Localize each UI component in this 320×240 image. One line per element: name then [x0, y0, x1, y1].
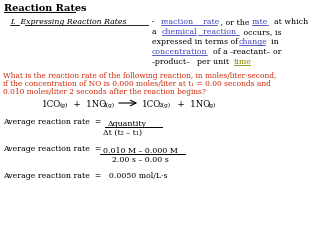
Text: if the concentration of NO is 0.000 moles/liter at t₁ = 0.00 seconds and: if the concentration of NO is 0.000 mole…: [3, 80, 271, 88]
Text: reaction: reaction: [198, 28, 236, 36]
Text: Δquantity: Δquantity: [108, 120, 147, 128]
Text: reaction: reaction: [161, 18, 194, 26]
Text: or: or: [268, 48, 282, 56]
Text: +  1NO: + 1NO: [172, 100, 210, 109]
Text: –reactant–: –reactant–: [230, 48, 271, 56]
Text: rate: rate: [198, 18, 220, 26]
Text: of a: of a: [208, 48, 230, 56]
Text: +  1NO: + 1NO: [68, 100, 106, 109]
Text: time: time: [234, 58, 252, 66]
Text: , or the: , or the: [218, 18, 250, 26]
Text: 0.010 M – 0.000 M: 0.010 M – 0.000 M: [103, 147, 178, 155]
Text: occurs, is: occurs, is: [241, 28, 282, 36]
Text: (g): (g): [207, 103, 215, 108]
Text: Reaction Rates: Reaction Rates: [4, 4, 87, 13]
Text: Average reaction rate  =: Average reaction rate =: [3, 145, 101, 153]
Text: chemical: chemical: [162, 28, 198, 36]
Text: change: change: [239, 38, 268, 46]
Text: –product–: –product–: [152, 58, 191, 66]
Text: 2.00 s – 0.00 s: 2.00 s – 0.00 s: [112, 156, 169, 164]
Text: 2(g): 2(g): [103, 103, 115, 108]
Text: Δt (t₂ – t₁): Δt (t₂ – t₁): [103, 129, 142, 137]
Text: concentration: concentration: [152, 48, 208, 56]
Text: 1CO: 1CO: [42, 100, 61, 109]
Text: -: -: [149, 18, 156, 26]
Text: Average reaction rate  =   0.0050 mol/L·s: Average reaction rate = 0.0050 mol/L·s: [3, 172, 167, 180]
Text: in: in: [266, 38, 279, 46]
Text: I.  Expressing Reaction Rates: I. Expressing Reaction Rates: [10, 18, 126, 26]
Text: 0.010 moles/liter 2 seconds after the reaction begins?: 0.010 moles/liter 2 seconds after the re…: [3, 88, 206, 96]
Text: (g): (g): [59, 103, 68, 108]
Text: expressed in terms of: expressed in terms of: [152, 38, 241, 46]
Text: at which: at which: [269, 18, 308, 26]
Text: rate: rate: [252, 18, 268, 26]
Text: a: a: [152, 28, 159, 36]
Text: per unit: per unit: [192, 58, 232, 66]
Text: 2(g): 2(g): [159, 103, 171, 108]
Text: What is the reaction rate of the following reaction, in moles/liter·second,: What is the reaction rate of the followi…: [3, 72, 276, 80]
Text: 1CO: 1CO: [142, 100, 161, 109]
Text: Average reaction rate  =: Average reaction rate =: [3, 118, 101, 126]
